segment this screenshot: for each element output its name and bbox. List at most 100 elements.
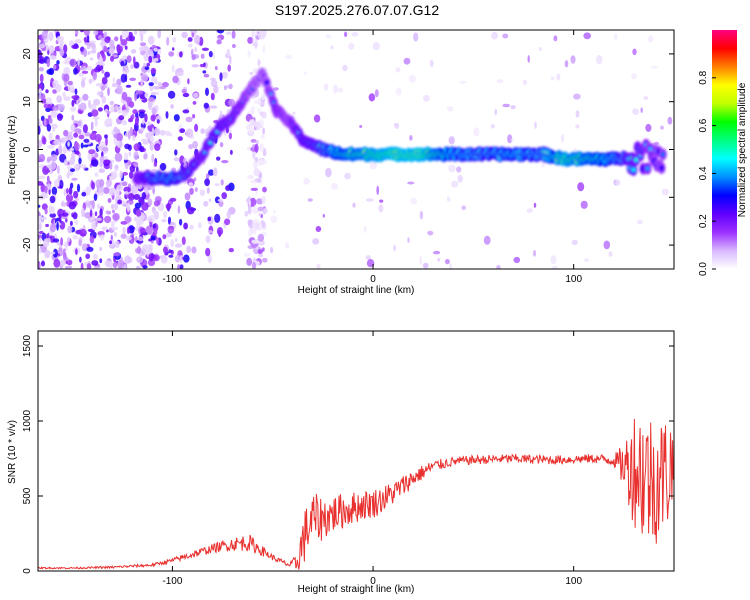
spectrogram-noise-blob [165, 203, 172, 210]
spectrogram-noise-blob [86, 263, 92, 269]
snr-x-label: Height of straight line (km) [298, 584, 415, 595]
spectrogram-noise-blob [101, 49, 105, 58]
spectrogram-noise-blob [192, 140, 199, 149]
spectrogram-noise-blob [96, 64, 104, 71]
spectrogram-noise-blob [165, 111, 169, 119]
spectrogram-noise-blob [172, 36, 177, 43]
spectrogram-noise-blob [459, 80, 467, 84]
spectrogram-noise-blob [262, 148, 267, 157]
spectrogram-noise-blob [46, 183, 52, 190]
spectrogram-noise-blob [212, 167, 218, 177]
spectrogram-noise-blob [172, 47, 175, 51]
spectrogram-noise-blob [444, 258, 450, 265]
spectrogram-noise-blob [123, 159, 128, 163]
spectrogram-noise-blob [38, 140, 42, 148]
spectrogram-noise-blob [147, 198, 153, 207]
spectrogram-noise-blob [216, 39, 222, 45]
spectrogram-noise-blob [456, 166, 462, 173]
spectrogram-noise-blob [43, 118, 47, 127]
spectrogram-noise-blob [147, 35, 155, 45]
spectrogram-noise-blob [225, 185, 231, 192]
spectrogram-noise-blob [446, 196, 451, 202]
spectrogram-noise-blob [101, 95, 107, 104]
spectrogram-noise-blob [140, 79, 144, 87]
spectrogram-noise-blob [56, 113, 63, 121]
spectrogram-noise-blob [114, 240, 120, 248]
spectrogram-noise-blob [261, 195, 266, 205]
spectrogram-noise-blob [47, 103, 52, 109]
spectrogram-noise-blob [192, 114, 196, 119]
spectrogram-noise-blob [219, 142, 224, 148]
spectrogram-noise-blob [550, 76, 555, 81]
spectrogram-noise-blob [140, 122, 146, 129]
spectrogram-noise-blob [650, 65, 658, 69]
spectrogram-noise-blob [49, 55, 57, 61]
spectrogram-noise-blob [229, 55, 232, 65]
spectrogram-noise-blob [69, 147, 75, 152]
spectrogram-noise-blob [114, 152, 123, 162]
spectrogram-noise-blob [143, 153, 148, 160]
spectrogram-noise-blob [575, 124, 580, 129]
spectrogram-noise-blob [422, 262, 429, 269]
spectrogram-noise-blob [135, 89, 139, 96]
spectrogram-noise-blob [88, 78, 92, 85]
spectrogram-noise-blob [44, 208, 48, 215]
spectrogram-noise-blobs [38, 30, 673, 269]
spectrogram-noise-blob [138, 199, 144, 203]
spectrogram-noise-blob [119, 34, 123, 43]
spectrogram-noise-blob [352, 202, 356, 208]
spectrogram-noise-blob [151, 143, 156, 147]
spectrogram-noise-blob [159, 86, 167, 90]
spectrogram-noise-blob [49, 223, 57, 233]
spectrogram-noise-blob [181, 31, 188, 39]
spectrogram-noise-blob [168, 51, 175, 57]
spectrogram-noise-blob [190, 48, 194, 57]
spectrogram-noise-blob [76, 183, 81, 193]
spectrogram-noise-blob [137, 90, 144, 95]
spectrogram-noise-blob [173, 114, 180, 122]
spectrogram-noise-blob [67, 165, 70, 170]
spectrogram-noise-blob [251, 261, 257, 269]
spectrogram-noise-blob [533, 202, 537, 208]
spectrogram-noise-blob [217, 198, 224, 202]
spectrogram-noise-blob [252, 37, 256, 44]
spectrogram-noise-blob [133, 56, 136, 65]
spectrogram-noise-blob [270, 215, 278, 224]
spectrogram-noise-blob [85, 253, 91, 260]
spectrogram-noise-blob [127, 130, 131, 140]
spectrogram-noise-blob [182, 157, 187, 164]
spectrogram-noise-blob [55, 84, 62, 92]
spectrogram-noise-blob [174, 149, 178, 156]
spectrogram-noise-blob [51, 186, 58, 196]
spectrogram-noise-blob [148, 82, 154, 87]
spectrogram-noise-blob [419, 255, 423, 265]
colorbar-tick-label-0: 0.0 [698, 262, 709, 276]
spectrogram-noise-blob [83, 144, 89, 148]
spectrogram-noise-blob [67, 80, 74, 86]
spectrogram-noise-blob [63, 188, 67, 197]
spectrogram-noise-blob [185, 128, 194, 138]
spectrogram-noise-blob [603, 240, 611, 250]
spectrogram-noise-blob [61, 212, 69, 217]
spectrogram-noise-blob [203, 200, 209, 207]
spectrogram-noise-blob [59, 42, 63, 50]
spectrogram-noise-blob [203, 73, 210, 78]
spec-yticks-label-0: -20 [22, 237, 33, 252]
spectrogram-noise-blob [413, 32, 419, 42]
spectrogram-noise-blob [395, 67, 401, 73]
spectrogram-noise-blob [69, 58, 77, 67]
spectrogram-noise-blob [111, 226, 119, 231]
spectrogram-noise-blob [251, 30, 255, 39]
spectrogram-noise-blob [183, 222, 189, 230]
spectrogram-noise-blob [226, 210, 232, 219]
spectrogram-noise-blob [123, 264, 127, 269]
spectrogram-noise-blob [50, 123, 58, 129]
spectrogram-noise-blob [101, 76, 108, 85]
spectrogram-noise-blob [129, 77, 137, 82]
spectrogram-noise-blob [640, 107, 643, 113]
snr-xticks-label-0: -100 [162, 576, 182, 587]
spectrogram-noise-blob [38, 181, 44, 186]
spectrogram-noise-blob [78, 134, 85, 140]
spectrogram-noise-blob [80, 142, 84, 149]
spectrogram-noise-blob [394, 123, 400, 129]
